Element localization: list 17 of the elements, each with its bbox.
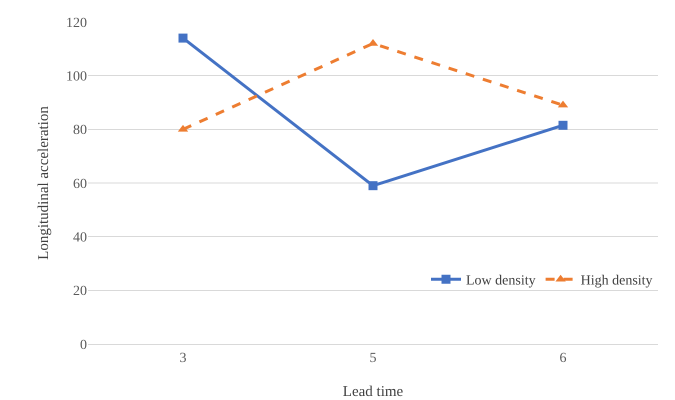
x-tick-label: 5 xyxy=(370,350,376,366)
y-tick-label: 60 xyxy=(73,176,87,192)
y-tick-label: 100 xyxy=(66,70,87,85)
y-tick-label: 20 xyxy=(73,284,87,300)
y-tick-label: 80 xyxy=(73,123,87,138)
y-tick-label: 0 xyxy=(80,338,87,353)
y-tick-label: 40 xyxy=(73,230,87,246)
legend-label: High density xyxy=(580,274,653,289)
point xyxy=(558,120,568,130)
x-axis-title: Lead time xyxy=(342,384,404,400)
y-tick-label: 120 xyxy=(66,16,87,31)
y-axis-title: Longitudinal acceleration xyxy=(36,106,52,260)
point xyxy=(178,34,188,43)
x-tick-label: 6 xyxy=(560,350,566,366)
legend-label: Low density xyxy=(466,274,536,289)
x-tick-label: 3 xyxy=(180,350,186,366)
point xyxy=(368,181,378,190)
